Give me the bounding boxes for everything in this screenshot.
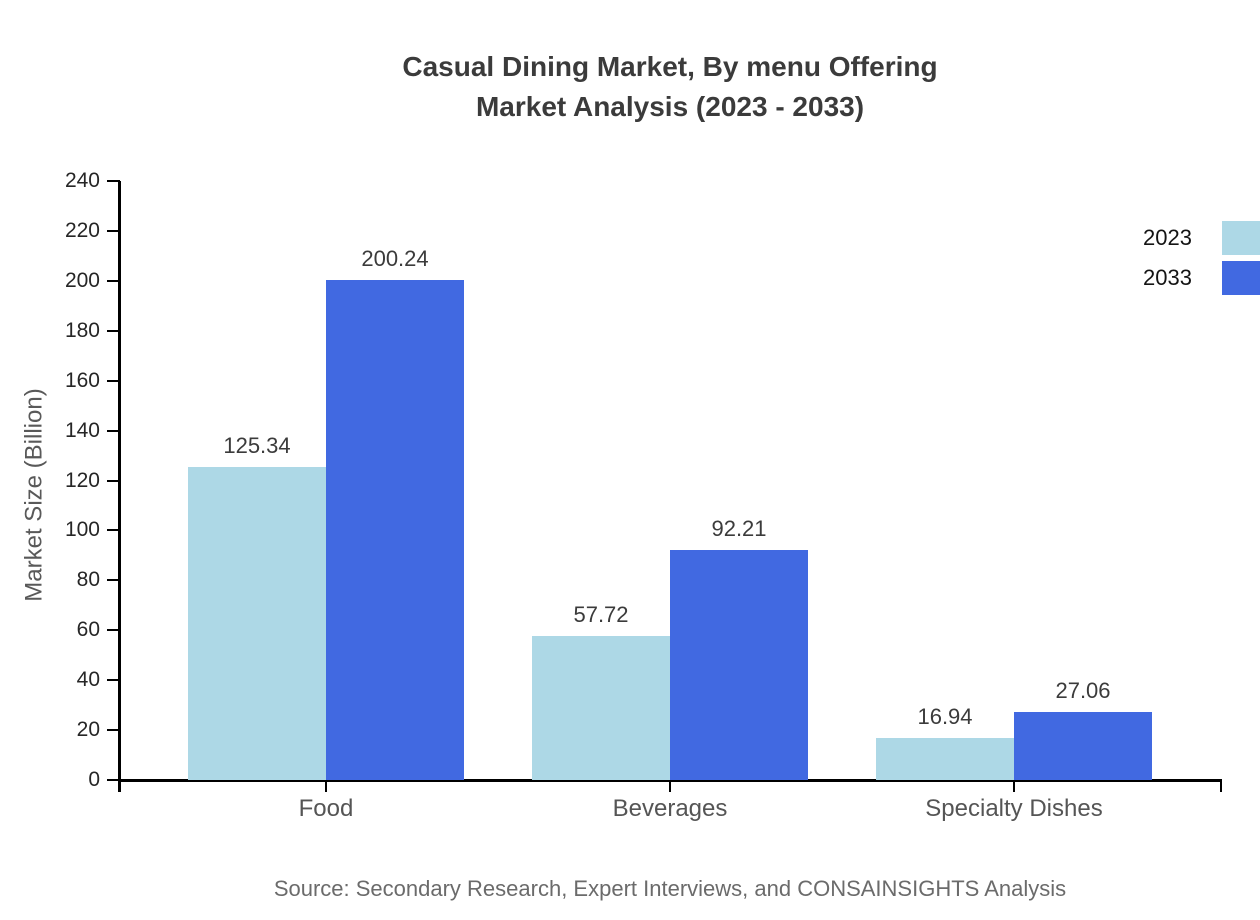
y-axis-tick-label: 240 — [64, 169, 100, 192]
y-axis-tick — [107, 629, 120, 632]
legend: 2023 2033 — [1143, 221, 1260, 295]
y-axis-tick-label: 140 — [64, 418, 100, 442]
bar-value-label: 57.72 — [573, 601, 629, 627]
y-axis-tick-label: 120 — [64, 468, 100, 492]
y-axis-tick — [107, 329, 120, 332]
legend-label-2023: 2023 — [1143, 225, 1192, 250]
y-axis-tick — [107, 429, 120, 432]
x-axis-end-tick — [1220, 780, 1222, 792]
y-axis-tick — [107, 180, 120, 182]
bar-2033-beverages — [670, 549, 808, 780]
y-axis-tick-label: 100 — [64, 518, 100, 542]
bar-2033-food — [326, 280, 464, 780]
y-axis-tick — [107, 279, 120, 282]
bar-value-label: 125.34 — [223, 433, 291, 459]
bar-2023-specialty-dishes — [876, 737, 1014, 780]
y-axis-tick-label: 80 — [76, 568, 100, 592]
x-axis-tick — [325, 780, 327, 792]
source-text: Source: Secondary Research, Expert Inter… — [273, 876, 1067, 901]
bar-value-label: 27.06 — [1055, 678, 1111, 704]
y-axis-tick — [107, 729, 120, 732]
legend-swatch-2023 — [1222, 221, 1260, 255]
chart-title-line2: Market Analysis (2023 - 2033) — [475, 91, 865, 122]
legend-swatch-2033 — [1222, 261, 1260, 295]
y-axis-tick-label: 220 — [64, 218, 100, 242]
y-axis-tick-label: 200 — [64, 268, 100, 292]
legend-item-2033: 2033 — [1143, 261, 1260, 295]
x-axis-tick — [669, 780, 671, 792]
y-axis-tick-label: 20 — [76, 718, 100, 742]
y-axis-tick — [107, 379, 120, 382]
y-axis-tick — [107, 779, 120, 781]
legend-label-2033: 2033 — [1143, 265, 1192, 290]
y-axis-line — [118, 181, 121, 792]
y-axis-tick-label: 160 — [64, 368, 100, 392]
y-axis-tick-label: 0 — [88, 768, 100, 791]
y-axis-tick — [107, 679, 120, 682]
y-axis-tick — [107, 479, 120, 482]
y-axis-tick-label: 40 — [76, 668, 100, 692]
category-label: Beverages — [612, 795, 728, 822]
bar-2023-food — [188, 467, 326, 780]
y-axis-tick — [107, 529, 120, 532]
chart-title: Casual Dining Market, By menu Offering M… — [80, 47, 1260, 127]
bar-2033-specialty-dishes — [1014, 712, 1152, 780]
y-axis-tick-label: 60 — [76, 618, 100, 642]
x-axis-tick — [1013, 780, 1015, 792]
bar-value-label: 16.94 — [917, 703, 973, 729]
y-axis-tick — [107, 229, 120, 232]
bar-value-label: 200.24 — [361, 246, 429, 272]
y-axis-tick — [107, 579, 120, 582]
chart-title-line1: Casual Dining Market, By menu Offering — [402, 51, 938, 82]
category-label: Food — [298, 795, 354, 822]
legend-item-2023: 2023 — [1143, 221, 1260, 255]
y-axis-tick-label: 180 — [64, 318, 100, 342]
bar-value-label: 92.21 — [711, 515, 767, 541]
bar-2023-beverages — [532, 635, 670, 780]
category-label: Specialty Dishes — [925, 795, 1103, 822]
